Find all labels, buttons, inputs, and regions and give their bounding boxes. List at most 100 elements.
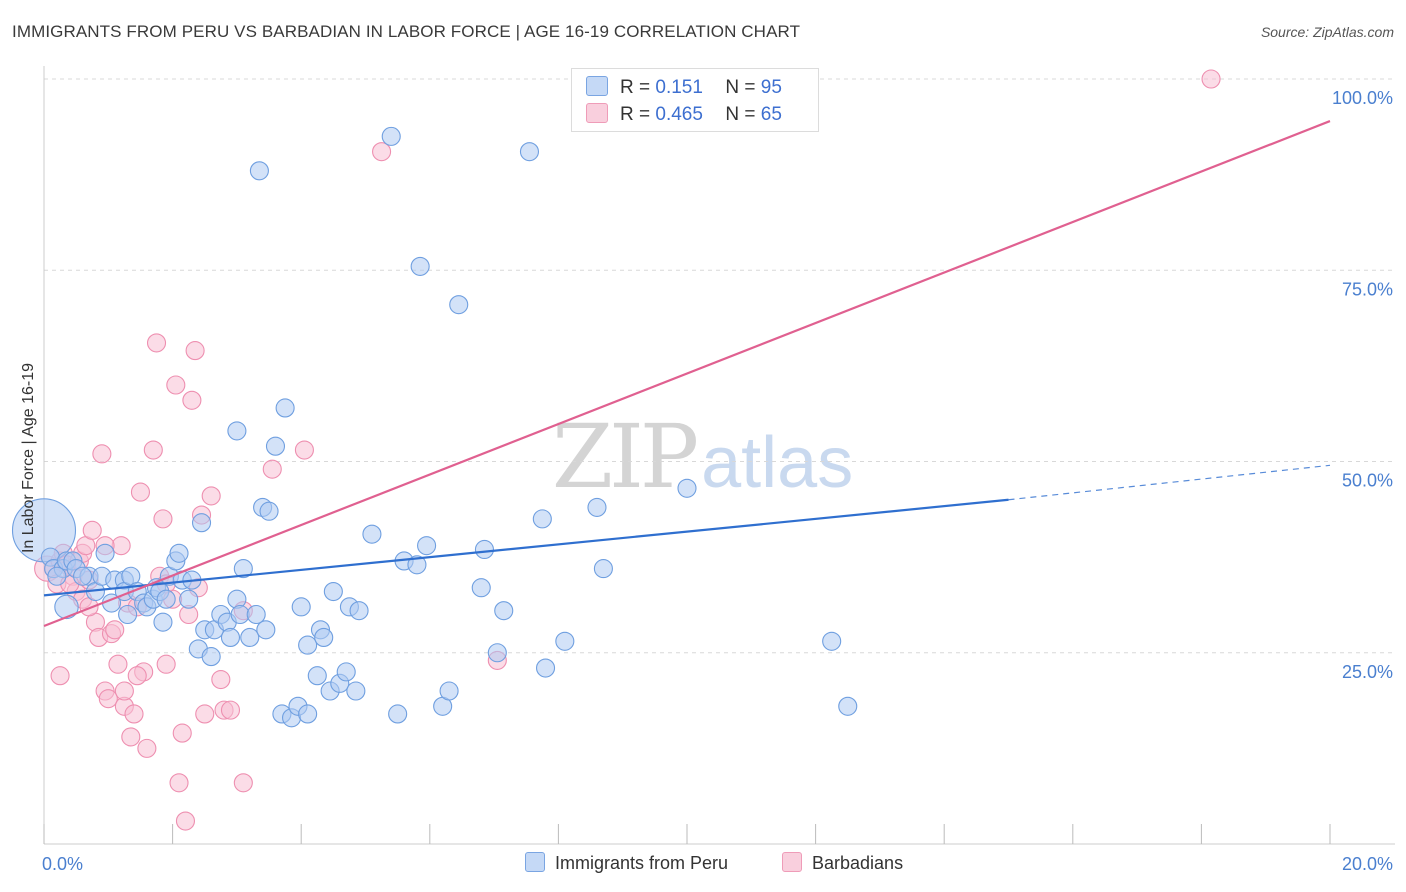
barbadian-point <box>201 486 221 506</box>
y-tick-label: 50.0% <box>1342 471 1393 491</box>
series-peru <box>11 69 858 728</box>
barbadian-point <box>127 666 147 686</box>
peru-point <box>587 497 607 517</box>
peru-point <box>233 559 253 579</box>
peru-point <box>471 578 491 598</box>
peru-point <box>220 627 241 648</box>
barbadian-point <box>98 689 118 709</box>
barbadian-point <box>105 620 125 640</box>
peru-point <box>298 635 318 655</box>
barbadian-point <box>262 459 282 479</box>
watermark-zip: ZIP <box>552 405 699 508</box>
peru-point <box>407 555 427 575</box>
bottom-legend-swatch-peru <box>525 852 545 872</box>
legend-r-label: R = <box>620 77 656 98</box>
barbadian-point <box>130 482 150 502</box>
peru-point <box>474 539 495 560</box>
peru-point <box>349 601 369 621</box>
barbadian-point <box>50 666 70 686</box>
legend-row-barbadians: R = 0.465 N = 65 <box>586 103 782 125</box>
peru-point <box>259 501 279 521</box>
peru-point <box>275 398 295 418</box>
y-axis-label: In Labor Force | Age 16-19 <box>20 363 37 553</box>
barbadian-point <box>172 723 192 743</box>
x-tick-label: 20.0% <box>1342 854 1393 874</box>
peru-point <box>417 536 437 556</box>
peru-point <box>388 704 408 724</box>
peru-point <box>487 643 507 663</box>
legend-swatch-peru <box>586 76 608 96</box>
peru-point <box>169 543 189 563</box>
peru-point <box>240 627 260 648</box>
peru-point <box>227 421 247 441</box>
barbadian-point <box>156 654 176 674</box>
peru-point <box>449 295 469 315</box>
barbadian-point <box>182 390 202 410</box>
axis-labels: In Labor Force | Age 16-19 <box>20 363 37 553</box>
peru-point <box>291 597 311 617</box>
peru-point <box>95 543 115 563</box>
legend-n-label: N = <box>725 77 761 98</box>
barbadian-point <box>153 509 173 529</box>
barbadian-point <box>372 142 392 162</box>
barbadian-point <box>220 700 241 720</box>
y-tick-label: 75.0% <box>1342 279 1393 299</box>
peru-point <box>346 681 366 701</box>
peru-point <box>256 620 276 640</box>
watermark-atlas: atlas <box>701 423 854 503</box>
axes <box>43 66 1395 845</box>
peru-point <box>362 524 382 544</box>
bottom-legend-peru: Immigrants from Peru <box>525 852 728 874</box>
peru-point <box>118 604 138 625</box>
peru-point <box>179 589 199 609</box>
peru-point <box>555 631 575 651</box>
barbadian-point <box>108 654 128 674</box>
trend-lines <box>43 120 1331 627</box>
barbadian-point <box>195 704 215 724</box>
barbadian-point <box>211 669 231 690</box>
peru-point <box>323 581 343 602</box>
peru-point <box>298 704 318 724</box>
peru-point <box>494 601 514 621</box>
legend-r-label: R = <box>620 104 656 125</box>
peru-point <box>307 666 327 686</box>
barbadian-point <box>175 811 196 831</box>
legend-n-value: 95 <box>760 77 782 98</box>
peru-point <box>593 559 613 579</box>
barbadian-point <box>82 520 102 540</box>
source-label: Source: ZipAtlas.com <box>1260 24 1394 40</box>
peru-point <box>532 509 552 529</box>
peru-point <box>54 594 79 620</box>
trend-line-barbadians <box>43 120 1331 627</box>
legend-swatch-barbadians <box>586 103 608 123</box>
peru-point <box>519 142 540 162</box>
barbadian-point <box>114 681 134 701</box>
trend-line-peru <box>43 498 1009 597</box>
barbadian-point <box>169 773 189 793</box>
barbadian-point <box>92 444 112 464</box>
peru-point <box>156 589 176 609</box>
legend-n-label: N = <box>725 104 761 125</box>
barbadian-point <box>121 727 141 747</box>
barbadian-point <box>1201 69 1221 89</box>
peru-point <box>265 436 286 456</box>
peru-point <box>336 662 356 682</box>
barbadian-point <box>137 738 157 758</box>
trend-line-peru-extension <box>1008 464 1331 501</box>
bottom-legend-barbadians: Barbadians <box>782 852 903 874</box>
peru-point <box>838 696 858 716</box>
peru-point <box>677 478 697 498</box>
peru-point <box>249 161 269 181</box>
axis-ticks: 25.0% 50.0% 75.0% 100.0% 0.0% 20.0% <box>42 88 1393 874</box>
barbadian-point <box>233 773 253 793</box>
peru-point <box>314 627 334 648</box>
barbadian-point <box>124 704 144 724</box>
barbadian-point <box>294 440 314 460</box>
peru-point <box>246 604 266 625</box>
peru-point <box>191 513 212 533</box>
peru-point <box>822 631 842 651</box>
peru-point <box>153 612 173 632</box>
bottom-legend-swatch-barbadians <box>782 852 802 872</box>
barbadian-point <box>166 375 186 395</box>
legend-r-value: 0.151 <box>655 77 703 98</box>
